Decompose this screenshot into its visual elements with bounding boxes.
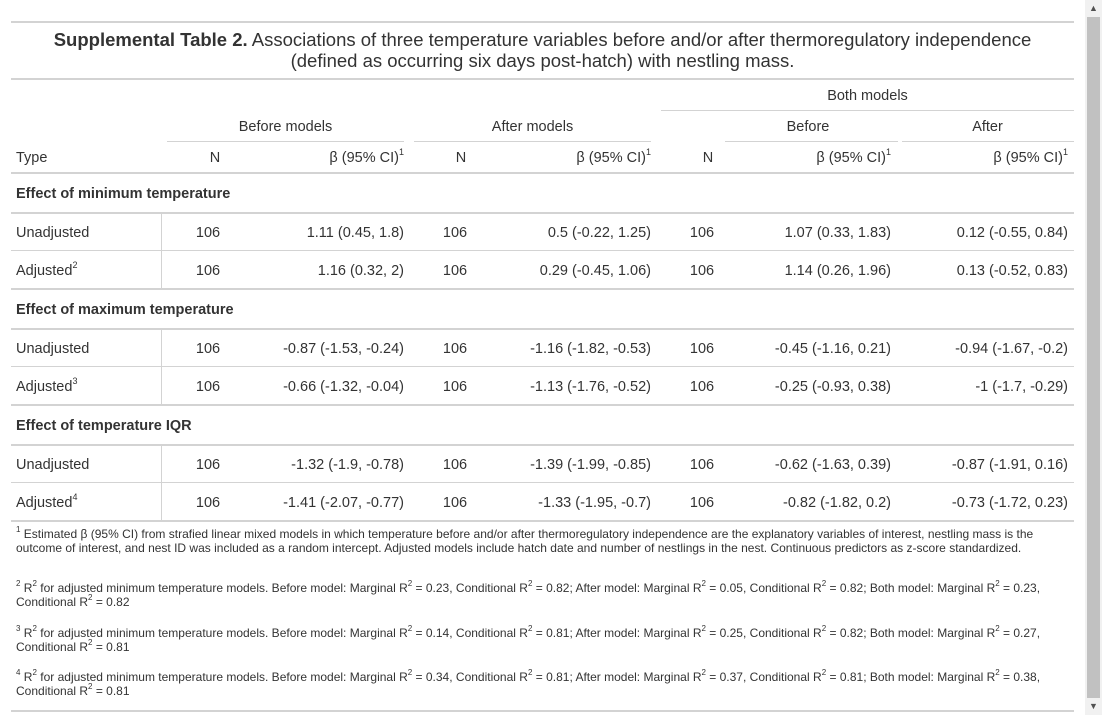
row-rule [11,250,1074,251]
cell-n: 106 [689,341,715,357]
cell-n: 106 [689,225,715,241]
row-type: Unadjusted [16,341,90,357]
cell-beta: -0.94 (-1.67, -0.2) [955,341,1068,357]
cell-beta: -1.41 (-2.07, -0.77) [283,495,404,511]
vertical-scrollbar[interactable]: ▲ ▼ [1085,0,1102,715]
col-n-after: N [455,150,467,166]
row-type: Unadjusted [16,457,90,473]
spanner-both-after: After [972,119,1003,135]
caption-rule [11,78,1074,80]
scroll-down-arrow-icon[interactable]: ▼ [1089,701,1098,711]
cell-n: 106 [442,457,468,473]
top-rule [11,21,1074,23]
cell-beta: -1.33 (-1.95, -0.7) [538,495,651,511]
scroll-up-arrow-icon[interactable]: ▲ [1089,3,1098,13]
col-beta-after: β (95% CI)1 [576,147,651,166]
caption-label: Supplemental Table 2. [53,29,248,50]
cell-n: 106 [689,379,715,395]
col-beta-both-after: β (95% CI)1 [993,147,1068,166]
cell-beta: -0.66 (-1.32, -0.04) [283,379,404,395]
cell-beta: -1 (-1.7, -0.29) [975,379,1068,395]
cell-n: 106 [195,379,221,395]
group-title: Effect of minimum temperature [16,186,231,202]
footnote-3: 3 R2 for adjusted minimum temperature mo… [16,624,1041,655]
spanner-both-rule [661,110,1074,111]
group-rule [11,444,1074,446]
row-rule [11,366,1074,367]
cell-beta: 1.16 (0.32, 2) [317,263,404,279]
cell-n: 106 [689,263,715,279]
col-beta-before: β (95% CI)1 [329,147,404,166]
spanner-both-models: Both models [827,88,908,104]
table-bottom-rule [11,520,1074,522]
cell-n: 106 [195,457,221,473]
cell-n: 106 [689,495,715,511]
cell-beta: 1.11 (0.45, 1.8) [306,225,404,241]
cell-beta: 0.12 (-0.55, 0.84) [956,225,1068,241]
cell-n: 106 [195,495,221,511]
cell-n: 106 [442,379,468,395]
cell-n: 106 [195,341,221,357]
footer-rule [11,710,1074,712]
cell-n: 106 [195,225,221,241]
spanner-both-before: Before [786,119,830,135]
cell-n: 106 [689,457,715,473]
row-rule [11,482,1074,483]
col-beta-both-before: β (95% CI)1 [816,147,891,166]
cell-beta: 1.07 (0.33, 1.83) [784,225,891,241]
group-title: Effect of maximum temperature [16,302,234,318]
group-title: Effect of temperature IQR [16,418,192,434]
spanner-both-after-rule [902,141,1074,142]
cell-beta: -1.39 (-1.99, -0.85) [530,457,651,473]
cell-beta: -0.87 (-1.91, 0.16) [951,457,1068,473]
col-n-both: N [702,150,714,166]
caption-line-2: (defined as occurring six days post-hatc… [290,50,795,71]
header-rule [11,172,1074,174]
cell-beta: -1.13 (-1.76, -0.52) [530,379,651,395]
spanner-both-before-rule [725,141,898,142]
group-rule [11,212,1074,214]
caption-line-1: Associations of three temperature variab… [247,29,1032,50]
spanner-after-rule [414,141,651,142]
cell-beta: -1.32 (-1.9, -0.78) [291,457,404,473]
cell-n: 106 [442,341,468,357]
footnote-1: 1 Estimated β (95% CI) from strafied lin… [16,525,1034,556]
cell-beta: 0.5 (-0.22, 1.25) [547,225,651,241]
cell-beta: 1.14 (0.26, 1.96) [784,263,891,279]
cell-beta: -1.16 (-1.82, -0.53) [530,341,651,357]
cell-n: 106 [195,263,221,279]
footnote-2: 2 R2 for adjusted minimum temperature mo… [16,579,1041,610]
row-type: Adjusted4 [16,492,78,511]
cell-n: 106 [442,225,468,241]
row-type: Unadjusted [16,225,90,241]
cell-n: 106 [442,263,468,279]
row-type: Adjusted2 [16,260,78,279]
group-rule [11,328,1074,330]
spanner-after-models: After models [491,119,574,135]
group-rule [11,404,1074,406]
table-caption: Supplemental Table 2. Associations of th… [11,29,1074,71]
cell-beta: -0.62 (-1.63, 0.39) [774,457,891,473]
footnote-4: 4 R2 for adjusted minimum temperature mo… [16,668,1041,699]
spanner-before-rule [167,141,404,142]
col-type: Type [16,150,48,166]
col-n-before: N [209,150,221,166]
cell-beta: -0.45 (-1.16, 0.21) [774,341,891,357]
group-rule [11,288,1074,290]
cell-beta: -0.73 (-1.72, 0.23) [951,495,1068,511]
cell-beta: 0.29 (-0.45, 1.06) [539,263,651,279]
cell-beta: -0.25 (-0.93, 0.38) [774,379,891,395]
cell-beta: 0.13 (-0.52, 0.83) [956,263,1068,279]
row-type: Adjusted3 [16,376,78,395]
cell-n: 106 [442,495,468,511]
cell-beta: -0.87 (-1.53, -0.24) [283,341,404,357]
scroll-thumb[interactable] [1087,17,1100,698]
cell-beta: -0.82 (-1.82, 0.2) [783,495,891,511]
spanner-before-models: Before models [238,119,333,135]
